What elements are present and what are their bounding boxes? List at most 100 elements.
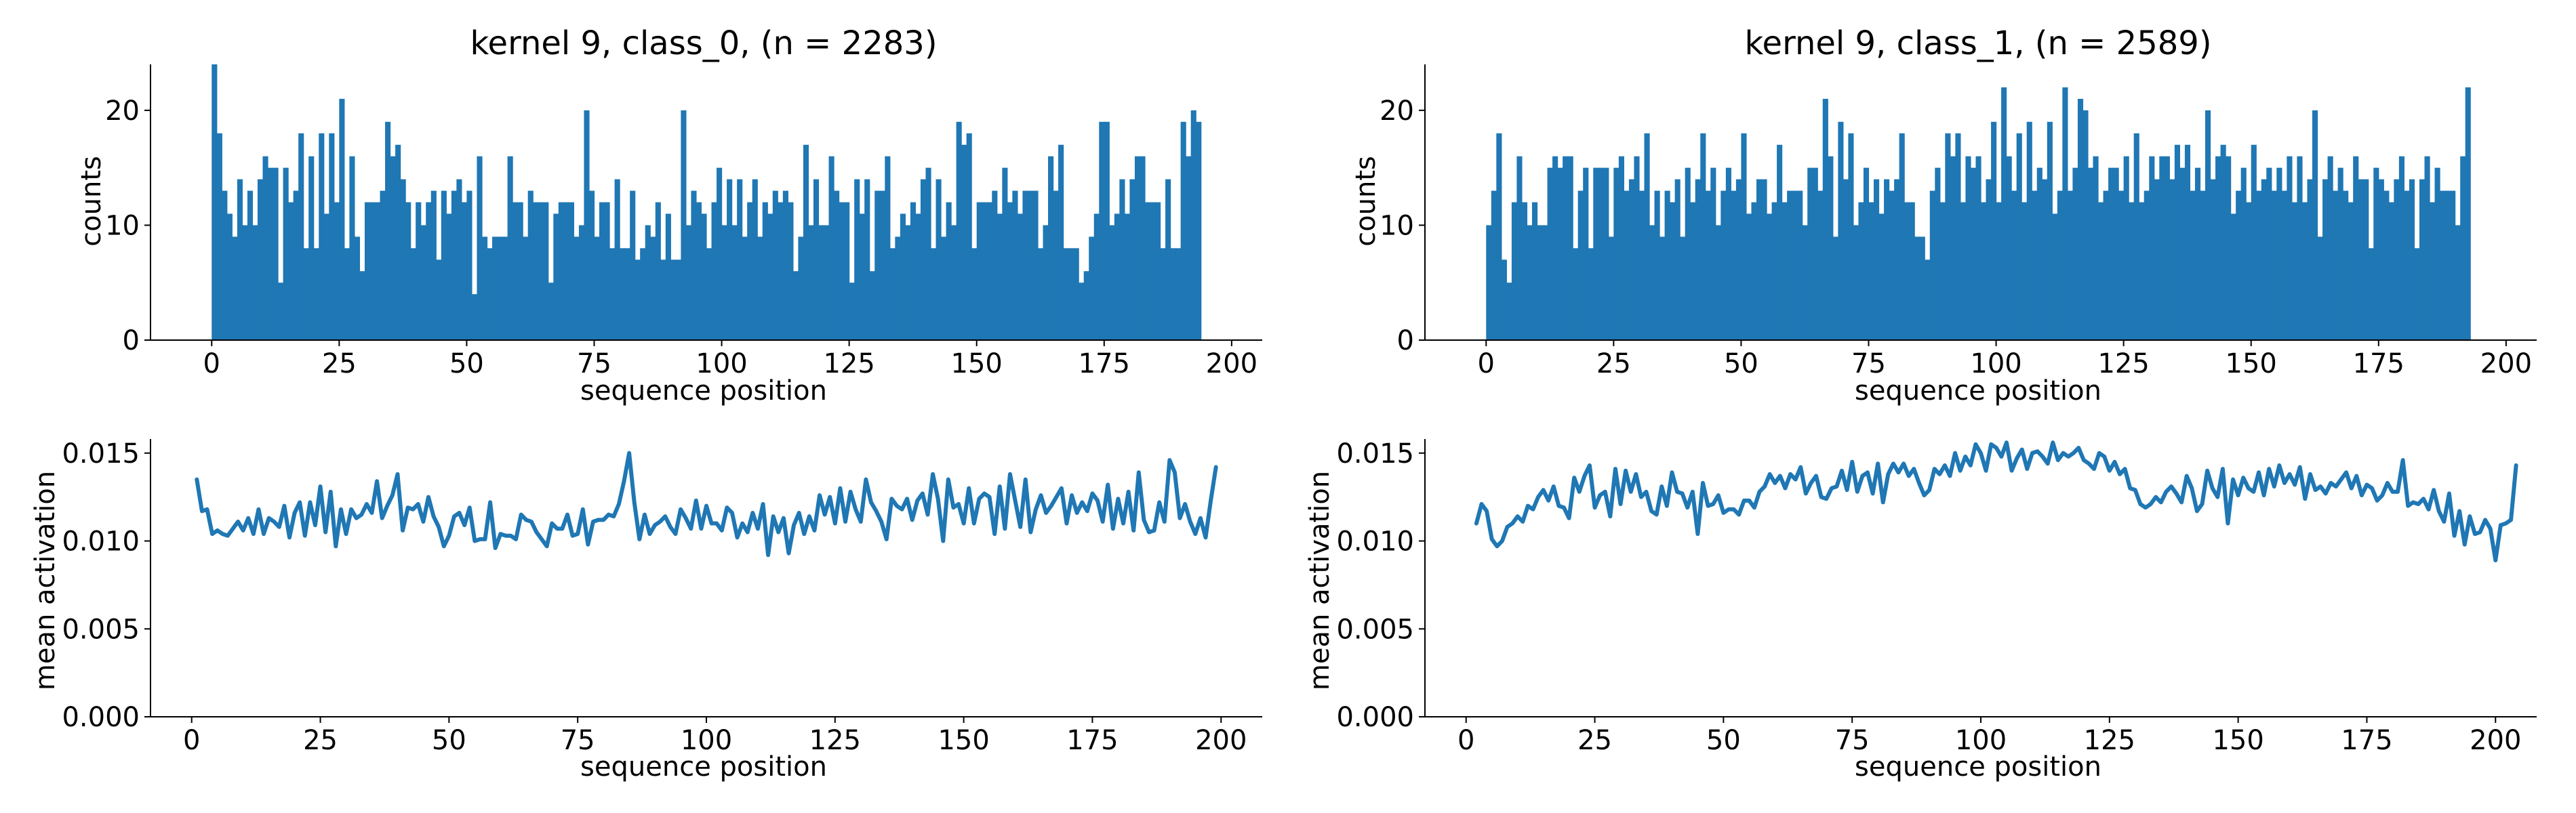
histogram-bar — [1802, 225, 1808, 340]
histogram-bar — [553, 213, 559, 340]
histogram-bar — [364, 202, 371, 340]
histogram-bar — [1843, 179, 1849, 340]
histogram-bar — [1797, 190, 1803, 340]
histogram-bar — [685, 225, 692, 340]
histogram-bar — [752, 179, 758, 340]
histogram-bar — [2251, 144, 2257, 340]
histogram-bar — [1124, 213, 1130, 340]
histogram-bar — [1874, 179, 1880, 340]
histogram-bar — [986, 202, 992, 340]
histogram-bar — [2465, 87, 2471, 341]
histogram-bar — [971, 248, 978, 340]
histogram-bar — [375, 202, 381, 340]
histogram-bar — [1155, 202, 1161, 340]
histogram-bar — [808, 225, 814, 340]
histogram-bar — [456, 179, 462, 340]
histogram-bar — [803, 144, 809, 340]
histogram-bar — [2169, 179, 2175, 340]
histogram-bar — [1022, 190, 1028, 340]
histogram-bar — [1114, 213, 1120, 340]
histogram-bar — [782, 190, 788, 340]
histogram-bar — [1817, 190, 1824, 340]
histogram-bar — [283, 167, 289, 341]
x-tick-label: 100 — [681, 725, 732, 756]
histogram-bar — [2430, 202, 2436, 340]
x-tick-label: 125 — [809, 725, 861, 756]
histogram-bar — [731, 225, 738, 340]
x-tick-label: 25 — [1577, 725, 1612, 756]
histogram-bar — [1670, 202, 1676, 340]
histogram-bar — [742, 236, 748, 341]
histogram-bar — [1053, 190, 1059, 340]
histogram-bar — [1170, 248, 1176, 340]
x-tick-label: 100 — [1955, 725, 2007, 756]
histogram-bar — [573, 236, 580, 341]
histogram-bar — [523, 236, 529, 341]
histogram-bar — [711, 202, 717, 340]
axis-ticks: 0 25 50 75 100 125 150 175 200 0.000 0.005 0.010 0.0… — [1336, 438, 2521, 756]
histogram-bar — [1634, 156, 1640, 341]
histogram-bar — [1731, 190, 1737, 340]
histogram-bar — [966, 133, 972, 340]
histogram-bar — [2042, 179, 2048, 340]
histogram-bar — [2021, 202, 2028, 340]
histogram-bar — [1761, 179, 1767, 340]
histogram-bar — [941, 236, 947, 341]
histogram-bar — [1767, 213, 1773, 340]
histogram-bar — [1012, 190, 1018, 340]
histogram-bar — [1537, 225, 1543, 340]
histogram-bar — [466, 190, 472, 340]
histogram-class-0: kernel 9, class_0, (n = 2283) 0 25 50 75 100… — [76, 24, 1262, 406]
histogram-bar — [961, 144, 967, 340]
y-tick-label: 0 — [1397, 325, 1414, 356]
histogram-bar — [895, 236, 901, 341]
histogram-bar — [762, 202, 768, 340]
histogram-bar — [273, 167, 279, 341]
histogram-bar — [620, 248, 626, 340]
x-tick-label: 175 — [2353, 348, 2404, 379]
histogram-bar — [905, 225, 911, 340]
histogram-bar — [1618, 156, 1624, 341]
histogram-bar — [1782, 202, 1788, 340]
histogram-bar — [1583, 167, 1589, 341]
histogram-bar — [1501, 259, 1507, 340]
histogram-bar — [492, 236, 498, 341]
chart-title: kernel 9, class_1, (n = 2589) — [1744, 24, 2211, 62]
histogram-bar — [2398, 156, 2404, 341]
histogram-bar — [956, 121, 962, 341]
histogram-bar — [1079, 283, 1085, 340]
histogram-bar — [1674, 179, 1681, 340]
histogram-bar — [436, 259, 442, 340]
histogram-bar — [2052, 213, 2058, 340]
histogram-bar — [2016, 133, 2022, 340]
histogram-bar — [925, 167, 931, 341]
histogram-bar — [1925, 259, 1931, 340]
histogram-bar — [2409, 179, 2415, 340]
histogram-bar — [1511, 202, 1518, 340]
histogram-bar — [538, 202, 544, 340]
histogram-bar — [2103, 190, 2109, 340]
x-tick-label: 100 — [1970, 348, 2021, 379]
histogram-bar — [792, 271, 799, 340]
histogram-bar — [2337, 167, 2343, 341]
histogram-bar — [1644, 133, 1650, 340]
histogram-bar — [1083, 271, 1089, 340]
histogram-bar — [1598, 167, 1604, 341]
histogram-bar — [828, 156, 834, 341]
histogram-bar — [1557, 167, 1563, 341]
histogram-bar — [747, 202, 753, 340]
histogram-bar — [2450, 190, 2456, 340]
histogram-bar — [1175, 248, 1182, 340]
histogram-bar — [624, 248, 630, 340]
histogram-bar — [262, 156, 268, 341]
histogram-bar — [226, 213, 233, 340]
histogram-bar — [2118, 190, 2125, 340]
histogram-bar — [232, 236, 238, 341]
histogram-bar — [268, 167, 274, 341]
y-tick-label: 0.015 — [1336, 438, 1414, 470]
histogram-bar — [1613, 167, 1619, 341]
histogram-bar — [1058, 144, 1064, 340]
histogram-bar — [594, 236, 600, 341]
histogram-bar — [609, 248, 616, 340]
